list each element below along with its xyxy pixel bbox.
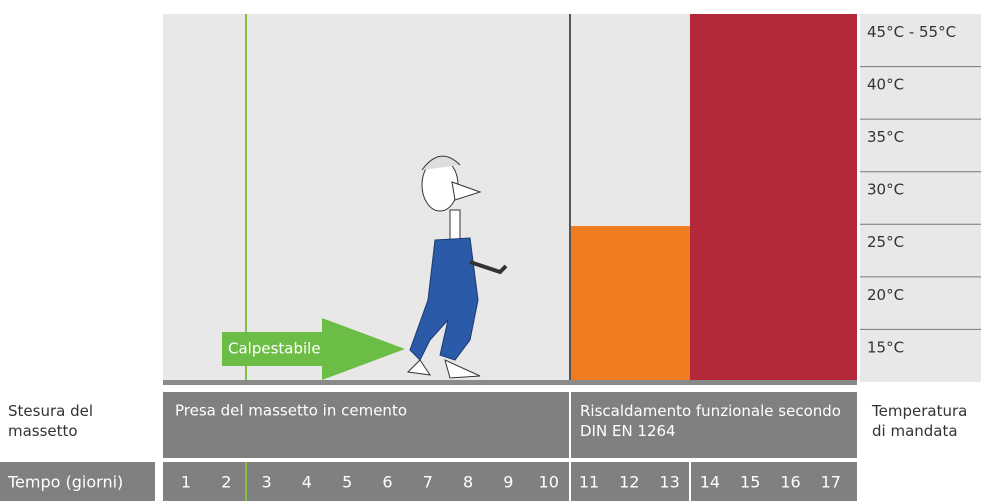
day-label: 10 (539, 473, 559, 492)
temperature-column (860, 14, 981, 382)
day-label: 12 (619, 473, 639, 492)
day-label: 11 (579, 473, 599, 492)
walkable-arrow (222, 318, 405, 380)
day-label: 6 (382, 473, 392, 492)
temperature-label: 20°C (867, 286, 904, 304)
row-label: Stesura del massetto (8, 402, 93, 440)
row-label: Temperatura di mandata (871, 402, 967, 440)
day-label: 14 (700, 473, 720, 492)
day-label: 1 (181, 473, 191, 492)
time-label-box (0, 462, 155, 501)
temperature-label: 30°C (867, 181, 904, 199)
day-label: 9 (503, 473, 513, 492)
phase-bar-high (690, 14, 857, 382)
day-label: 2 (221, 473, 231, 492)
worker-figure (406, 155, 508, 379)
day-label: 16 (780, 473, 800, 492)
temperature-label: 45°C - 55°C (867, 23, 956, 41)
day-label: 17 (821, 473, 841, 492)
day-label: 15 (740, 473, 760, 492)
phase-label: Presa del massetto in cemento (175, 402, 407, 420)
arrow-label: Calpestabile (228, 340, 321, 358)
day-label: 7 (423, 473, 433, 492)
time-row (163, 462, 857, 501)
phase-label: Riscaldamento funzionale secondo DIN EN 1… (580, 402, 841, 440)
temperature-label: 40°C (867, 75, 904, 93)
phase-row (163, 392, 857, 458)
day-label: 8 (463, 473, 473, 492)
day-label: 13 (659, 473, 679, 492)
row-label: Tempo (giorni) (7, 473, 123, 492)
floor-line (163, 380, 857, 385)
day-label: 4 (302, 473, 312, 492)
temperature-label: 25°C (867, 233, 904, 251)
day-label: 3 (262, 473, 272, 492)
day-label: 5 (342, 473, 352, 492)
temperature-label: 35°C (867, 128, 904, 146)
phase-bar-low (571, 226, 690, 382)
temperature-label: 15°C (867, 338, 904, 356)
